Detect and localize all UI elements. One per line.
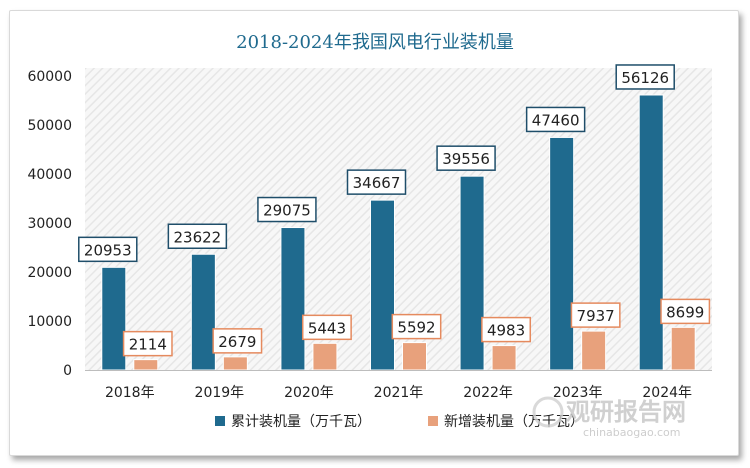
data-label-new: 5592	[391, 313, 442, 340]
data-label-new: 5443	[301, 314, 352, 341]
data-label-new: 7937	[570, 302, 621, 328]
bar-new	[402, 342, 427, 371]
bar-cumulative	[459, 175, 485, 371]
data-label-cumulative-box	[257, 196, 317, 223]
x-tick-label: 2019年	[195, 385, 245, 401]
x-tick-label: 2024年	[642, 385, 692, 401]
legend-swatch	[215, 416, 225, 426]
data-label-cumulative-text: 29075	[263, 202, 311, 220]
bar-cumulative	[190, 253, 216, 371]
bar-cumulative	[370, 199, 395, 371]
data-label-cumulative-box	[78, 236, 138, 263]
legend-label: 累计装机量（万千瓦）	[231, 414, 371, 430]
bar-new	[222, 356, 248, 371]
data-label-cumulative: 56126	[615, 64, 675, 90]
bar-new	[581, 330, 607, 371]
bar-cumulative	[549, 136, 575, 371]
watermark-url: chinabaogao.com	[583, 426, 681, 439]
data-label-new: 4983	[481, 316, 532, 343]
y-axis: 0 10000 20000 30000 40000 50000 60000	[27, 69, 72, 379]
legend-label: 新增装机量（万千瓦）	[444, 414, 584, 430]
x-tick-label: 2022年	[463, 385, 513, 401]
data-label-new-box	[122, 330, 173, 357]
data-label-cumulative: 39556	[436, 145, 496, 171]
data-label-new-text: 8699	[666, 303, 704, 321]
data-label-cumulative-box	[167, 223, 228, 250]
x-tick-label: 2021年	[374, 385, 424, 401]
bar-cumulative	[638, 94, 664, 371]
data-label-cumulative-box	[346, 169, 407, 195]
data-label-new-text: 5443	[308, 319, 346, 337]
data-label-new-text: 5592	[397, 319, 435, 337]
data-label-new-text: 7937	[577, 307, 615, 325]
data-label-new: 2679	[212, 328, 263, 354]
x-tick-label: 2018年	[105, 385, 155, 401]
legend-swatch	[428, 416, 438, 426]
data-label-new-text: 4983	[487, 322, 525, 340]
y-tick-label: 40000	[27, 167, 72, 183]
legend: 累计装机量（万千瓦） 新增装机量（万千瓦）	[215, 414, 584, 430]
data-label-new-text: 2679	[218, 333, 256, 351]
bars-group	[101, 94, 696, 371]
data-label-new: 8699	[660, 298, 711, 325]
data-label-new-text: 2114	[129, 336, 167, 354]
y-tick-label: 0	[63, 363, 72, 379]
data-label-new-box	[481, 316, 532, 343]
bar-cumulative	[280, 227, 306, 371]
watermark-logo-icon	[532, 396, 564, 428]
data-label-cumulative-text: 47460	[532, 111, 580, 129]
data-label-cumulative: 20953	[78, 236, 138, 263]
x-axis: 2018年 2019年 2020年 2021年 2022年 2023年 2024年	[85, 370, 712, 401]
data-label-cumulative: 29075	[257, 196, 317, 223]
data-label-cumulative-box	[436, 145, 496, 171]
bar-new	[312, 342, 338, 371]
data-label-new: 2114	[122, 330, 173, 357]
data-label-cumulative-text: 34667	[353, 174, 401, 192]
data-label-cumulative: 47460	[525, 106, 586, 133]
data-label-cumulative-text: 39556	[442, 150, 490, 168]
data-label-cumulative-text: 20953	[84, 241, 132, 259]
y-tick-label: 10000	[27, 314, 72, 330]
data-label-cumulative-text: 56126	[621, 69, 669, 87]
data-label-cumulative-box	[615, 64, 675, 90]
data-label-new-box	[212, 328, 263, 354]
data-labels-group: 20953 2114 23622 2679 29075 5443 34667 5592 3955…	[78, 64, 711, 357]
chart-title: 2018-2024年我国风电行业装机量	[236, 32, 514, 53]
bar-new	[133, 359, 159, 371]
y-tick-label: 60000	[27, 69, 72, 85]
data-label-new-box	[301, 314, 352, 341]
bar-new	[670, 326, 696, 371]
y-tick-label: 30000	[27, 216, 72, 232]
data-label-new-box	[391, 313, 442, 340]
watermark-brand: 观研报告网	[566, 398, 686, 426]
data-label-cumulative: 23622	[167, 223, 228, 250]
data-label-cumulative-box	[525, 106, 586, 133]
data-label-cumulative-text: 23622	[173, 228, 221, 246]
y-tick-label: 50000	[27, 118, 72, 134]
data-label-new-box	[570, 302, 621, 328]
x-tick-label: 2020年	[284, 385, 334, 401]
x-tick-label: 2023年	[553, 385, 603, 401]
y-tick-label: 20000	[27, 265, 72, 281]
data-label-cumulative: 34667	[346, 169, 407, 195]
data-label-new-box	[660, 298, 711, 325]
bar-new	[491, 345, 517, 371]
bar-cumulative	[101, 266, 127, 371]
